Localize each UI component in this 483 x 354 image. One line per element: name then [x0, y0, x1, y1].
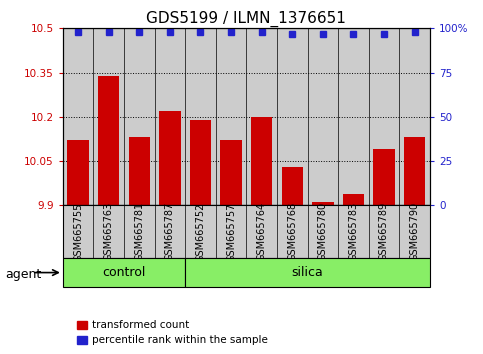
Bar [404, 137, 425, 205]
Bar [277, 28, 308, 205]
Bar [128, 137, 150, 205]
Text: GSM665757: GSM665757 [226, 202, 236, 262]
Bar [185, 28, 216, 205]
Bar [159, 111, 181, 205]
Bar [220, 141, 242, 205]
Bar [98, 75, 119, 205]
Bar [190, 120, 211, 205]
Bar [63, 258, 185, 287]
Text: GSM665781: GSM665781 [134, 202, 144, 262]
Bar [312, 202, 333, 205]
Text: GSM665752: GSM665752 [196, 202, 205, 262]
Bar [338, 28, 369, 205]
Bar [124, 28, 155, 205]
Text: GSM665789: GSM665789 [379, 202, 389, 262]
Bar [63, 205, 430, 258]
Text: agent: agent [5, 268, 41, 281]
Bar [155, 28, 185, 205]
Bar [93, 28, 124, 205]
Text: GSM665755: GSM665755 [73, 202, 83, 262]
Text: GSM665787: GSM665787 [165, 202, 175, 262]
Bar [246, 28, 277, 205]
Bar [216, 28, 246, 205]
Text: GSM665780: GSM665780 [318, 202, 328, 262]
Text: silica: silica [292, 266, 324, 279]
Bar [282, 167, 303, 205]
Text: GSM665763: GSM665763 [104, 202, 114, 262]
Title: GDS5199 / ILMN_1376651: GDS5199 / ILMN_1376651 [146, 11, 346, 27]
Bar [185, 258, 430, 287]
Bar [63, 28, 93, 205]
Bar [68, 141, 89, 205]
Text: GSM665768: GSM665768 [287, 202, 297, 262]
Text: GSM665783: GSM665783 [348, 202, 358, 262]
Bar [399, 28, 430, 205]
Text: GSM665764: GSM665764 [256, 202, 267, 262]
Legend: transformed count, percentile rank within the sample: transformed count, percentile rank withi… [73, 316, 271, 349]
Bar [369, 28, 399, 205]
Bar [251, 117, 272, 205]
Bar [373, 149, 395, 205]
Text: GSM665790: GSM665790 [410, 202, 420, 262]
Text: control: control [102, 266, 146, 279]
Bar [343, 194, 364, 205]
Bar [308, 28, 338, 205]
